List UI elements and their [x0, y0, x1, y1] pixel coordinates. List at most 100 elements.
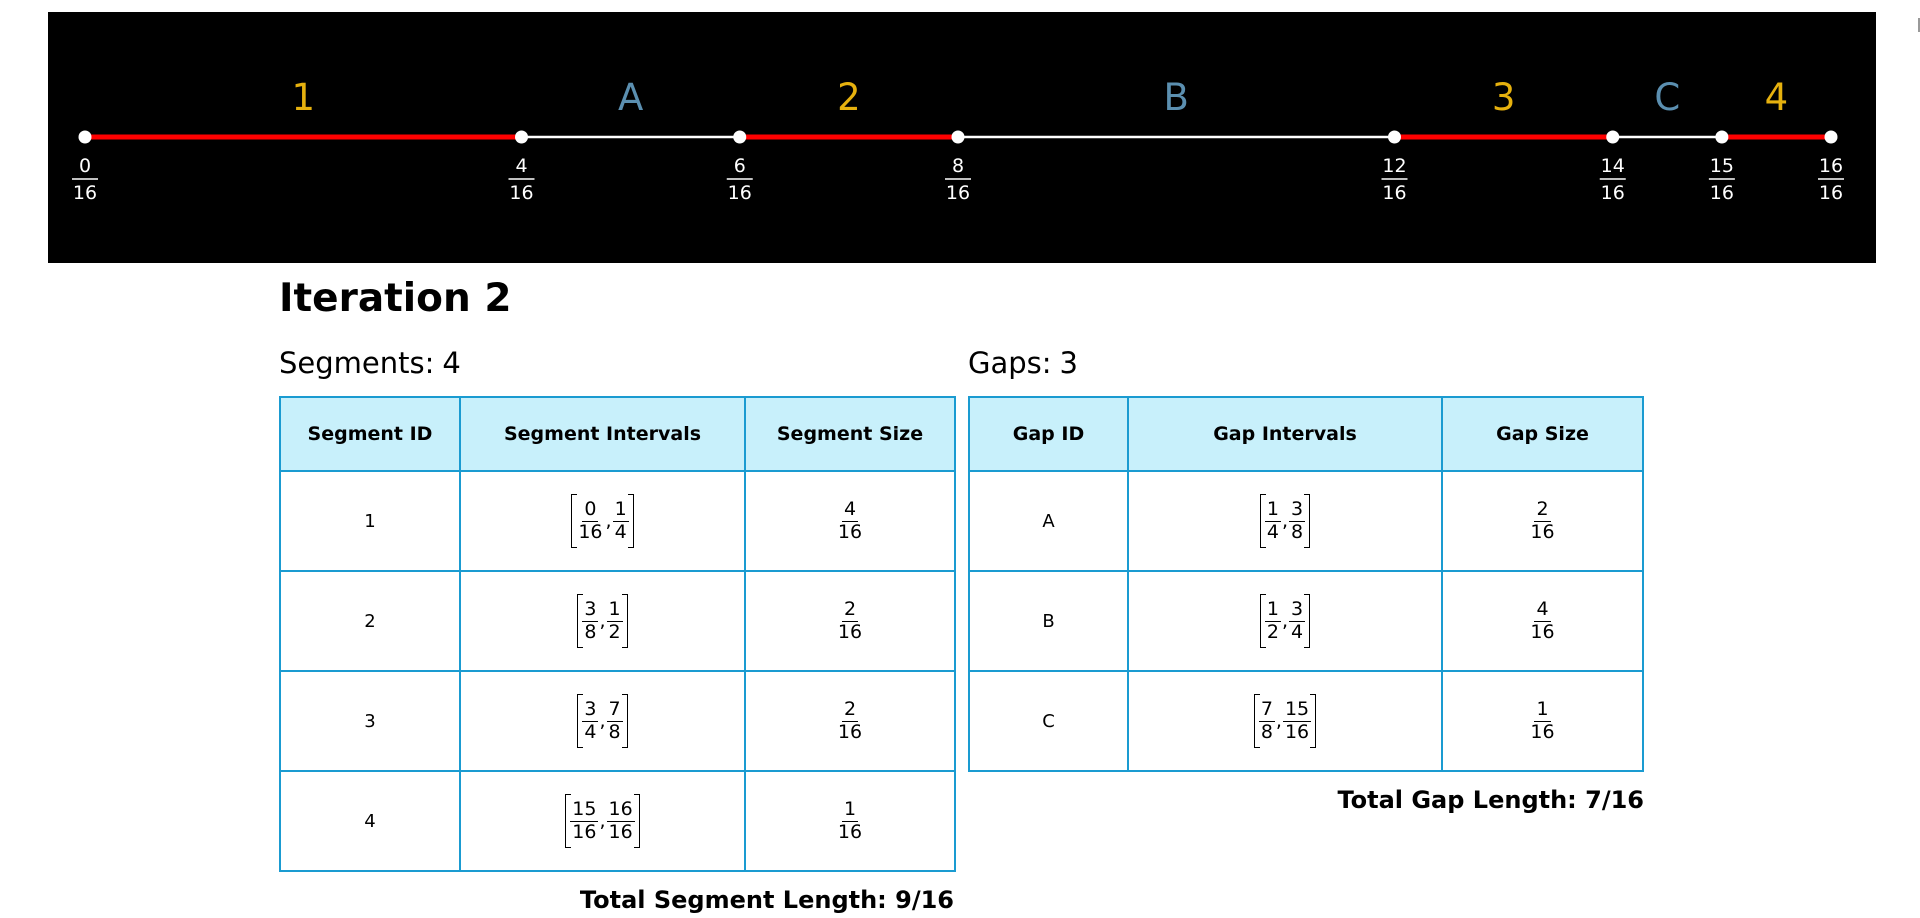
tick-denominator-14: 16 [1601, 182, 1625, 204]
segment-interval: 15 16, 16 16 [459, 770, 746, 872]
segment-size-fraction: 2 16 [836, 699, 864, 743]
iteration-label: Iteration [279, 276, 471, 321]
segment-size: 4 16 [744, 470, 956, 572]
gap-size: 4 16 [1441, 570, 1644, 672]
gap-id: B [968, 570, 1129, 672]
segment-interval-start-fraction: 0 16 [576, 497, 604, 543]
scrollbar-indicator[interactable] [1918, 18, 1920, 32]
gap-interval-end-denominator: 16 [1284, 720, 1310, 743]
tick-denominator-0: 16 [73, 182, 97, 204]
point-12 [1388, 130, 1401, 144]
interval-comma: , [605, 510, 612, 532]
gaps-header-size: Gap Size [1441, 396, 1644, 472]
segment-interval-start-numerator: 3 [582, 697, 599, 722]
point-8 [951, 130, 965, 144]
segment-interval-start-denominator: 4 [584, 720, 597, 743]
gap-size-fraction: 4 16 [1528, 599, 1556, 643]
gap-interval-start-denominator: 8 [1260, 720, 1273, 743]
segment-label-4: 4 [1765, 76, 1789, 119]
gap-label-B: B [1164, 76, 1189, 119]
segment-id: 4 [279, 770, 461, 872]
segment-interval-end-denominator: 16 [608, 820, 633, 843]
gap-size-numerator: 1 [1534, 697, 1551, 722]
segments-header-intervals: Segment Intervals [459, 396, 746, 472]
gaps-caption-label: Gaps: [968, 346, 1052, 380]
segment-size: 2 16 [744, 570, 956, 672]
table-row: 2 3 8, 1 2 2 16 [279, 570, 956, 672]
segment-size-numerator: 4 [841, 497, 859, 522]
segment-interval-start-denominator: 8 [584, 620, 597, 643]
gap-interval-start-denominator: 2 [1266, 620, 1279, 643]
segment-interval-start-numerator: 0 [582, 497, 599, 522]
gap-interval-start-numerator: 1 [1264, 597, 1281, 622]
segment-size: 1 16 [744, 770, 956, 872]
gap-id: C [968, 670, 1129, 772]
gap-size-denominator: 16 [1530, 520, 1555, 543]
tick-numerator-15: 15 [1710, 155, 1734, 177]
gap-size-denominator: 16 [1530, 620, 1555, 643]
point-14 [1606, 130, 1620, 144]
interval-brackets: 15 16, 16 16 [565, 793, 641, 849]
gaps-table: Gap ID Gap Intervals Gap Size A 1 4, 3 8 2 16 B… [968, 396, 1644, 772]
segment-interval-end-numerator: 1 [606, 597, 623, 622]
segment-size-numerator: 1 [841, 797, 859, 822]
segment-id: 1 [279, 470, 461, 572]
total-segment-length: Total Segment Length: 9/16 [579, 886, 954, 914]
table-row: B 1 2, 3 4 4 16 [968, 570, 1644, 672]
table-row: 1 0 16, 1 4 4 16 [279, 470, 956, 572]
gaps-caption: Gaps: 3 [968, 346, 1078, 380]
gap-interval-start-numerator: 1 [1264, 497, 1281, 522]
gap-interval-end-fraction: 15 16 [1282, 699, 1312, 743]
gap-interval-end-numerator: 3 [1289, 497, 1306, 522]
gap-id: A [968, 470, 1129, 572]
segment-size-denominator: 16 [837, 520, 863, 543]
segment-size: 2 16 [744, 670, 956, 772]
tick-numerator-8: 8 [952, 155, 964, 177]
interval-comma: , [1281, 510, 1289, 532]
number-line-panel: A B C 1 2 3 4 0 16 4 16 6 16 8 16 12 16 14 16 15 16 16 16 [48, 12, 1876, 263]
table-row: 3 3 4, 7 8 2 16 [279, 670, 956, 772]
point-16 [1824, 130, 1838, 144]
tick-numerator-12: 12 [1382, 155, 1406, 177]
gap-label-C: C [1654, 76, 1680, 119]
point-0 [78, 130, 92, 144]
segment-id: 3 [279, 670, 461, 772]
gap-size: 2 16 [1441, 470, 1644, 572]
segments-header-id: Segment ID [279, 396, 461, 472]
total-gap-length: Total Gap Length: 7/16 [1337, 786, 1644, 814]
gap-interval-start-numerator: 7 [1258, 697, 1275, 722]
gaps-header-row: Gap ID Gap Intervals Gap Size [968, 396, 1644, 472]
segment-size-numerator: 2 [841, 597, 859, 622]
iteration-title: Iteration 2 [279, 276, 511, 321]
segments-count: 4 [442, 346, 461, 380]
segment-interval-start-numerator: 15 [570, 797, 599, 822]
gap-interval-end-denominator: 4 [1291, 620, 1304, 643]
segment-interval-end-numerator: 7 [606, 697, 623, 722]
tick-numerator-14: 14 [1601, 155, 1625, 177]
interval-comma: , [599, 710, 606, 732]
segment-size-denominator: 16 [837, 720, 863, 743]
interval-brackets: 7 8, 15 16 [1253, 693, 1317, 749]
tick-denominator-6: 16 [728, 182, 752, 204]
gap-interval-start-denominator: 4 [1266, 520, 1279, 543]
tick-numerator-4: 4 [515, 155, 527, 177]
segments-caption-label: Segments: [279, 346, 435, 380]
segment-label-1: 1 [291, 76, 315, 119]
tick-denominator-16: 16 [1819, 182, 1843, 204]
point-15 [1715, 130, 1729, 144]
segments-table: Segment ID Segment Intervals Segment Siz… [279, 396, 956, 872]
gaps-header-id: Gap ID [968, 396, 1129, 472]
segment-interval-start-fraction: 15 16 [570, 797, 599, 843]
interval-brackets: 0 16, 1 4 [571, 493, 634, 549]
interval-comma: , [1281, 610, 1289, 632]
tick-numerator-0: 0 [79, 155, 91, 177]
segments-header-size: Segment Size [744, 396, 956, 472]
segments-header-row: Segment ID Segment Intervals Segment Siz… [279, 396, 956, 472]
